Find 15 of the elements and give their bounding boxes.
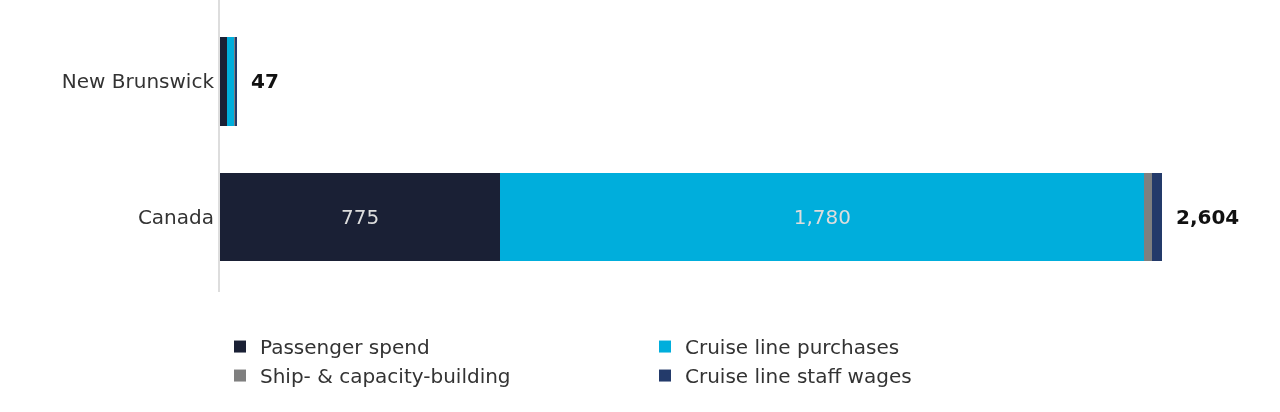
legend-label: Cruise line purchases: [685, 335, 900, 360]
bar: [1144, 173, 1153, 262]
total-label: 47: [251, 69, 279, 93]
y-tick-label: New Brunswick: [61, 69, 215, 94]
y-tick-label: Canada: [137, 205, 214, 230]
bar: [500, 173, 1145, 262]
bar: [1152, 173, 1162, 262]
data-label: 775: [341, 205, 380, 230]
bar: [220, 37, 227, 126]
bar: [220, 173, 501, 262]
legend-label: Passenger spend: [260, 335, 430, 360]
legend-label: Ship- & capacity-building: [260, 364, 511, 389]
data-label: 1,780: [793, 205, 851, 230]
legend-label: Cruise line staff wages: [685, 364, 912, 389]
total-label: 2,604: [1176, 205, 1240, 229]
